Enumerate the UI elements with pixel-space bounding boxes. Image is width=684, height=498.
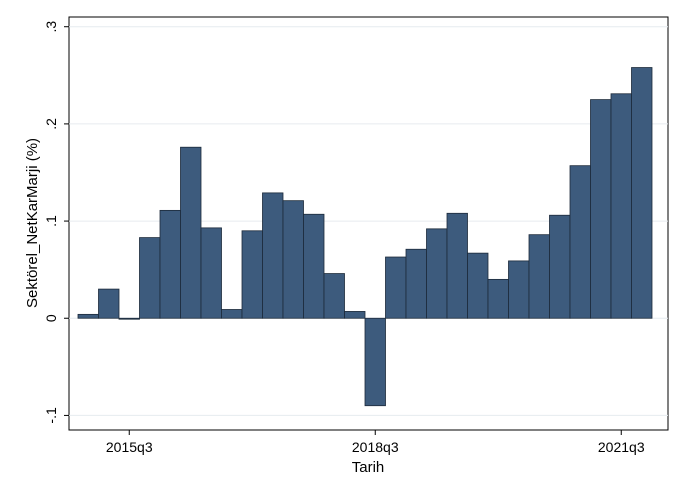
bar (467, 252, 489, 319)
bar (118, 317, 140, 320)
bar (77, 313, 99, 319)
y-tick-label: -.1 (43, 407, 59, 424)
bar (631, 67, 653, 319)
bar (221, 309, 243, 319)
bar (508, 260, 530, 319)
bar (282, 200, 304, 319)
bar (385, 256, 407, 319)
bar (241, 230, 263, 319)
bar (590, 99, 612, 319)
bar (98, 288, 120, 319)
y-axis-label: Sektörel_NetKarMarji (%) (24, 138, 41, 308)
bar (323, 273, 345, 319)
y-tick-label: .1 (43, 215, 59, 227)
y-tick-label: .2 (43, 118, 59, 130)
bar (569, 165, 591, 319)
bar (426, 228, 448, 319)
bar (344, 311, 366, 319)
bar (303, 213, 325, 319)
bar (159, 209, 181, 319)
bar (364, 317, 386, 407)
bar (487, 278, 509, 319)
x-tick-label: 2015q3 (106, 439, 153, 455)
bar (262, 192, 284, 319)
bar (180, 146, 202, 319)
bar (405, 248, 427, 319)
x-axis-label: Tarih (352, 459, 385, 476)
y-axis-ticks: -.1 0 .1 .2 .3 (43, 21, 69, 424)
bar (200, 227, 222, 319)
bar (549, 214, 571, 319)
y-tick-label: 0 (43, 314, 59, 322)
bar (139, 237, 161, 319)
x-tick-label: 2021q3 (598, 439, 645, 455)
y-tick-label: .3 (43, 21, 59, 33)
bar (528, 234, 550, 319)
x-axis-ticks: 2015q3 2018q3 2021q3 (106, 430, 645, 455)
bar (610, 93, 632, 319)
x-tick-label: 2018q3 (352, 439, 399, 455)
bar (446, 212, 468, 319)
bars (77, 67, 653, 407)
